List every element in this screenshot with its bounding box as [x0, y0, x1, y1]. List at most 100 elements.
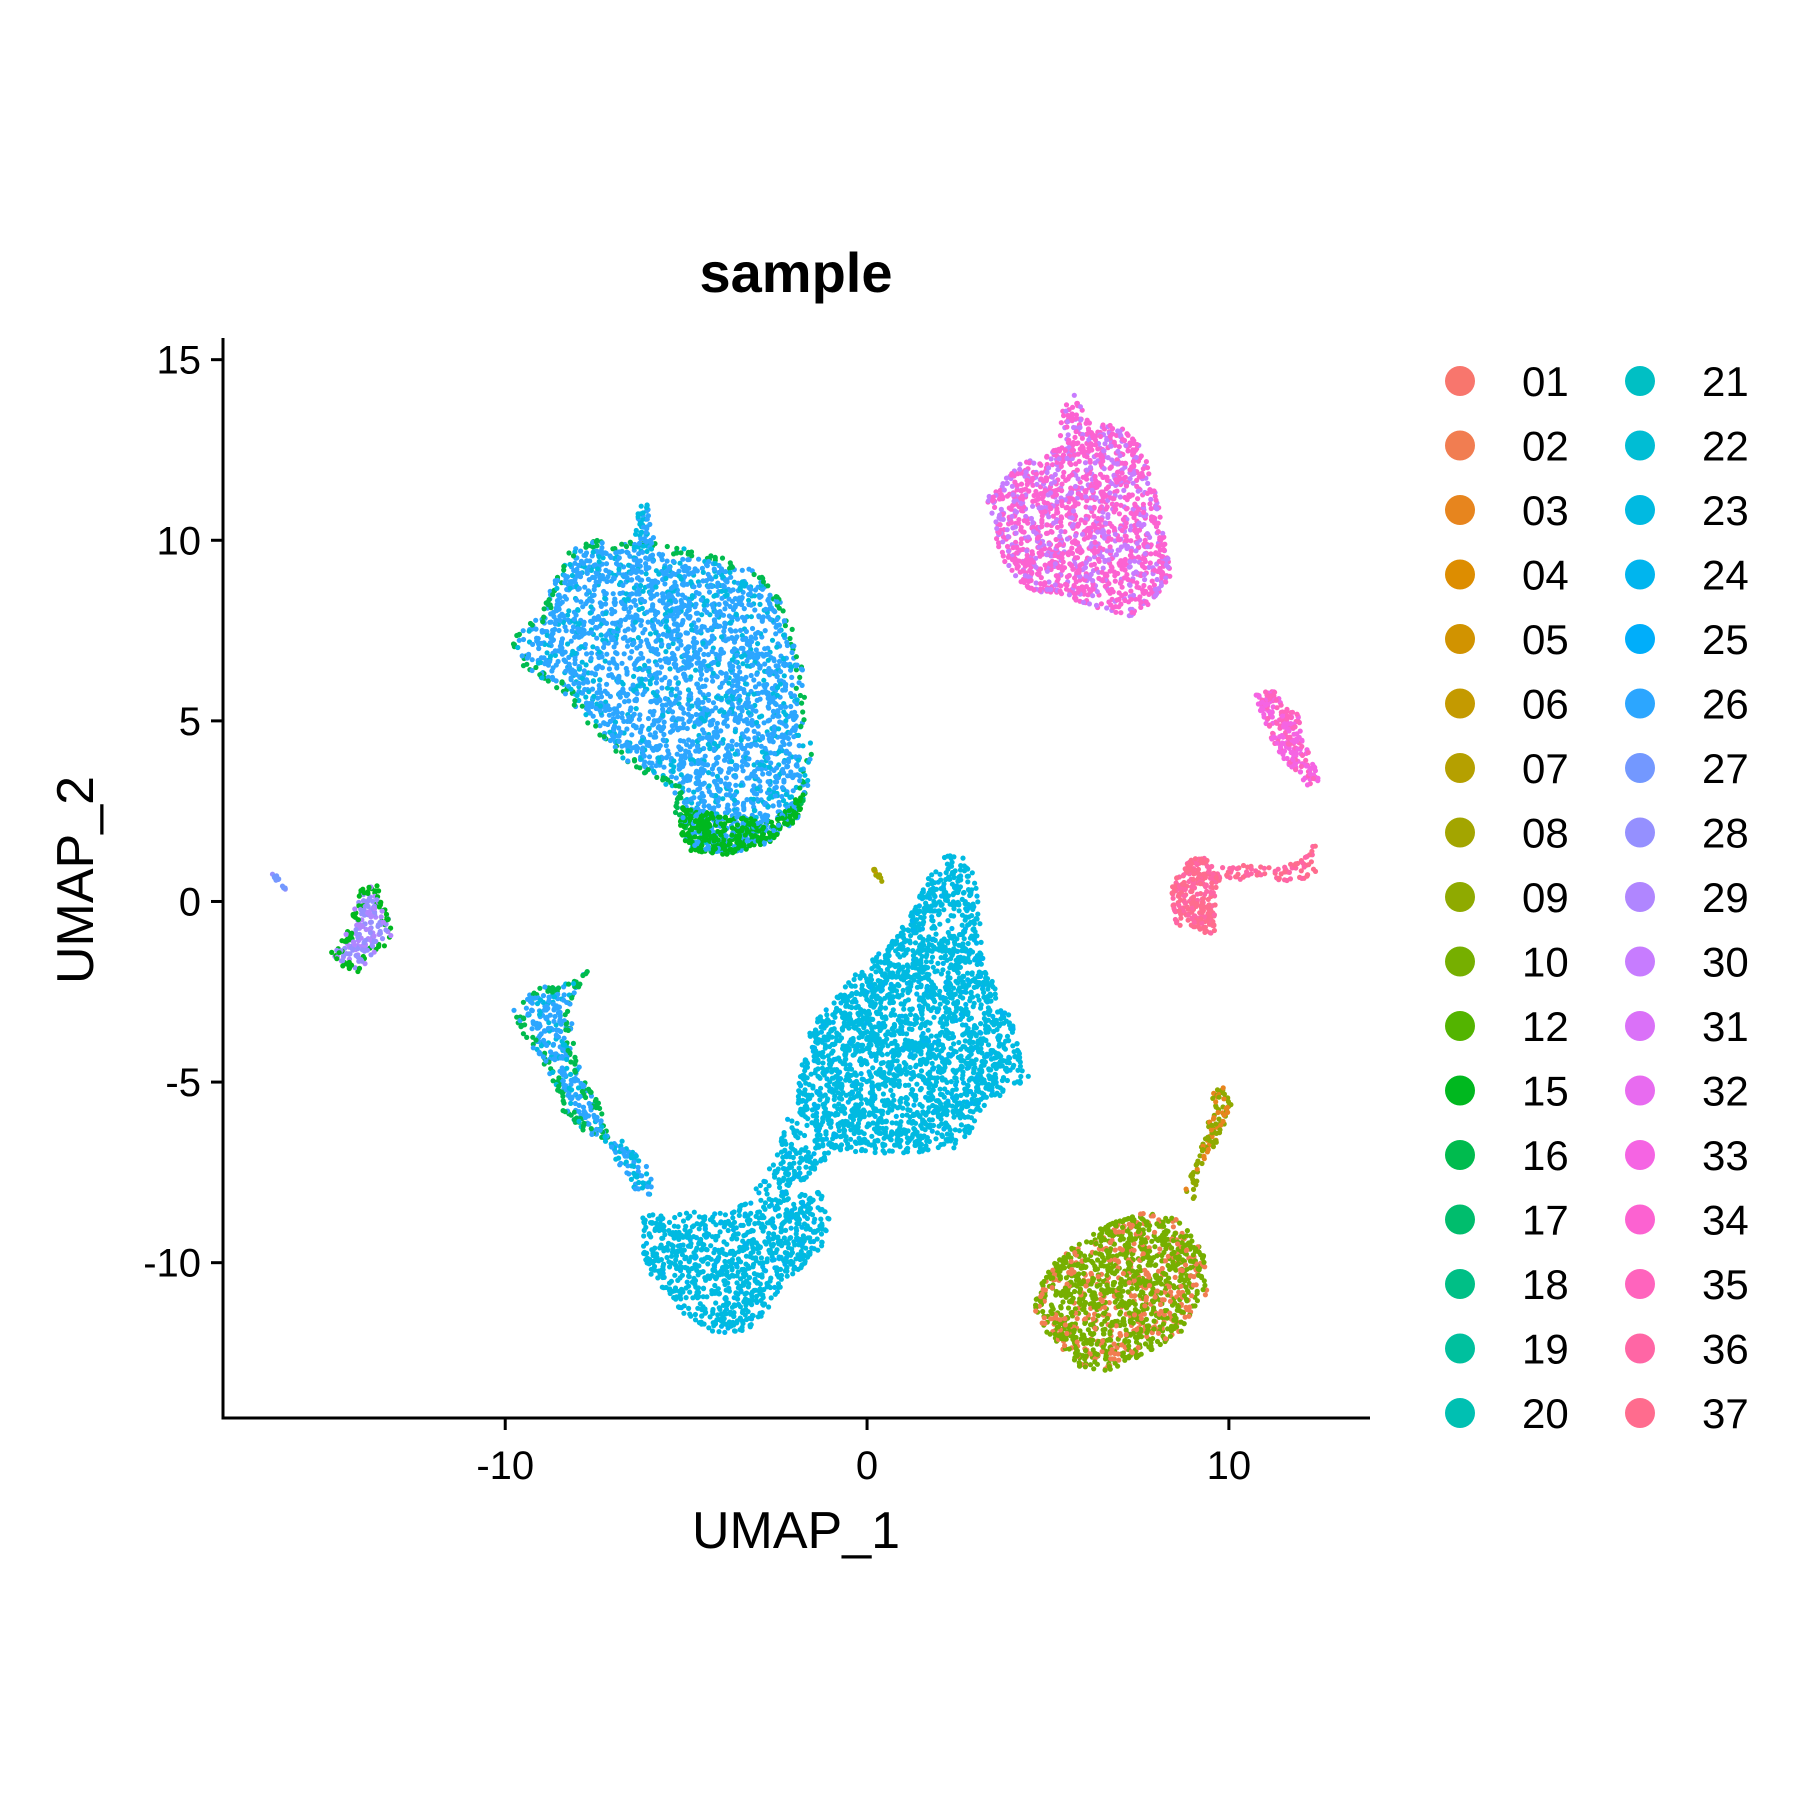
data-point — [597, 732, 603, 738]
data-point — [630, 569, 637, 575]
data-point — [937, 1001, 943, 1007]
data-point — [630, 723, 637, 729]
data-point — [653, 744, 659, 750]
data-point — [675, 591, 681, 597]
data-point — [589, 700, 595, 707]
data-point — [790, 788, 796, 794]
data-point — [782, 820, 788, 826]
data-point — [695, 655, 702, 661]
data-point — [550, 676, 556, 683]
data-point — [604, 681, 610, 687]
data-point — [732, 751, 738, 757]
data-point — [525, 653, 532, 659]
data-point — [671, 616, 677, 623]
data-point — [671, 621, 678, 627]
data-point — [642, 676, 649, 682]
data-point — [718, 767, 724, 774]
data-point — [786, 808, 792, 814]
data-point — [805, 782, 811, 789]
data-point — [651, 734, 657, 740]
data-point — [787, 814, 793, 820]
data-point — [910, 953, 917, 959]
data-point — [706, 783, 712, 789]
data-point — [633, 706, 639, 712]
data-point — [642, 626, 648, 633]
data-point — [667, 679, 673, 685]
data-point — [878, 967, 884, 973]
data-point — [580, 561, 587, 567]
data-point — [920, 1109, 926, 1115]
data-point — [544, 650, 550, 656]
data-point — [748, 602, 754, 608]
data-point — [978, 1030, 984, 1036]
data-point — [663, 618, 670, 625]
data-point — [682, 832, 688, 838]
data-point — [913, 1120, 919, 1126]
data-point — [533, 626, 539, 632]
data-point — [774, 594, 780, 600]
data-point — [961, 973, 967, 980]
data-point — [681, 671, 687, 678]
data-point — [717, 623, 723, 629]
data-point — [715, 803, 722, 809]
data-point — [590, 644, 596, 650]
data-point — [646, 725, 652, 732]
data-point — [638, 650, 644, 657]
data-point — [575, 571, 581, 577]
data-point — [592, 583, 598, 589]
data-point — [913, 1017, 919, 1023]
data-point — [743, 846, 749, 852]
data-point — [739, 763, 745, 770]
data-point — [781, 673, 787, 679]
data-point — [710, 659, 717, 666]
data-point — [931, 1014, 937, 1020]
data-point — [671, 764, 677, 770]
data-point — [627, 655, 633, 661]
data-point — [600, 617, 607, 624]
data-point — [586, 689, 592, 695]
data-point — [631, 557, 637, 563]
data-point — [864, 1124, 870, 1130]
data-point — [729, 738, 735, 744]
data-point — [620, 572, 627, 578]
data-point — [516, 637, 522, 643]
data-point — [738, 645, 745, 651]
data-point — [556, 606, 562, 612]
data-point — [823, 1131, 829, 1137]
data-point — [788, 769, 794, 775]
data-point — [648, 699, 654, 705]
data-point — [644, 742, 650, 748]
data-point — [780, 608, 786, 614]
data-point — [687, 752, 693, 758]
data-point — [663, 649, 669, 655]
data-point — [536, 640, 542, 646]
data-point — [933, 1136, 939, 1142]
data-point — [643, 566, 649, 572]
data-point — [904, 1101, 911, 1107]
data-point — [682, 563, 689, 569]
data-point — [767, 616, 773, 622]
data-point — [729, 598, 736, 605]
data-point — [903, 1071, 909, 1077]
data-point — [652, 578, 658, 584]
data-point — [734, 742, 740, 748]
data-point — [779, 815, 785, 821]
data-point — [714, 773, 721, 779]
data-point — [975, 993, 981, 999]
data-point — [905, 964, 911, 970]
data-point — [702, 683, 708, 689]
data-point — [575, 626, 581, 632]
data-point — [793, 667, 800, 673]
data-point — [710, 678, 716, 684]
data-point — [734, 822, 741, 828]
data-point — [712, 779, 718, 785]
chart-title: sample — [700, 241, 893, 304]
data-point — [725, 818, 731, 824]
data-point — [602, 721, 608, 727]
data-point — [723, 792, 730, 798]
data-point — [808, 1071, 814, 1077]
data-point — [787, 730, 793, 736]
data-point — [684, 811, 690, 817]
data-point — [692, 842, 698, 849]
data-point — [684, 649, 691, 655]
